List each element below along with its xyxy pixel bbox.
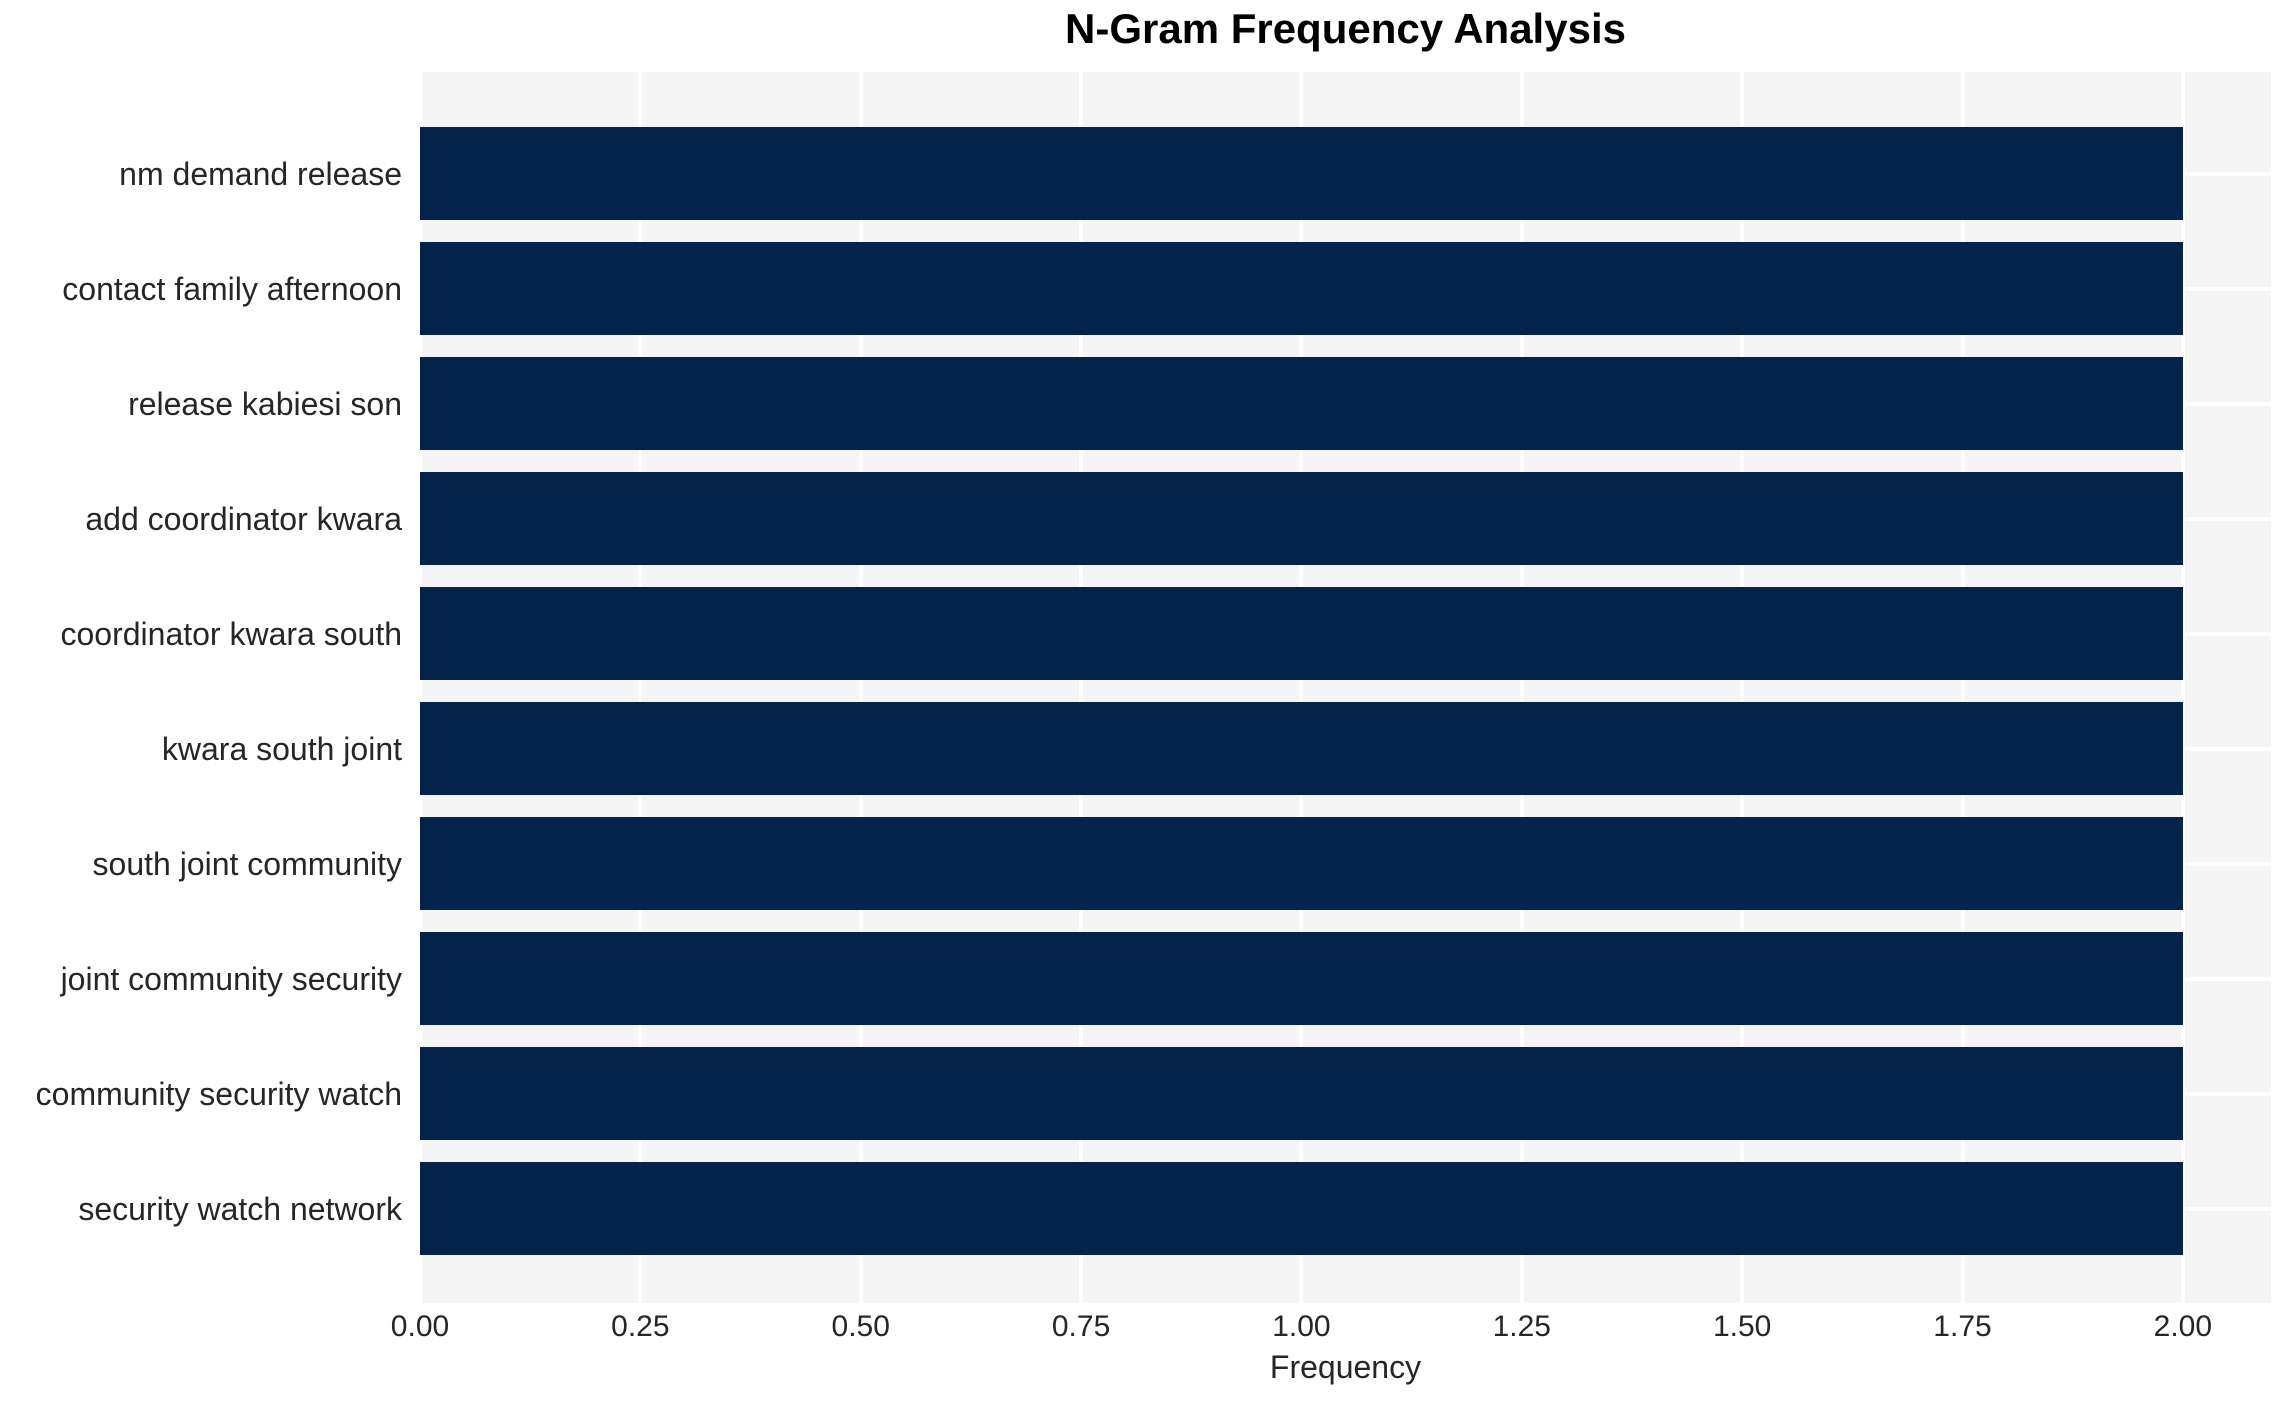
- y-tick-label: joint community security: [60, 960, 402, 997]
- y-tick-label: release kabiesi son: [128, 385, 402, 422]
- y-tick-label: south joint community: [92, 845, 402, 882]
- x-axis-title: Frequency: [1269, 1349, 1422, 1385]
- gridline-vertical: [1740, 72, 1745, 1303]
- x-tick-label: 1.75: [1933, 1310, 1992, 1343]
- y-tick-label: community security watch: [35, 1075, 402, 1112]
- x-tick-label: 0.00: [390, 1310, 450, 1343]
- bar: [420, 702, 2183, 795]
- chart-title: N-Gram Frequency Analysis: [1065, 5, 1626, 52]
- x-tick-label: 1.00: [1272, 1310, 1331, 1343]
- y-tick-label: add coordinator kwara: [85, 500, 402, 537]
- bar: [420, 242, 2183, 335]
- x-tick-label: 1.50: [1712, 1310, 1772, 1343]
- gridline-vertical: [1960, 72, 1965, 1303]
- x-tick-label: 0.25: [611, 1310, 670, 1343]
- bar: [420, 817, 2183, 910]
- gridline-vertical: [1299, 72, 1304, 1303]
- y-tick-label: nm demand release: [119, 155, 402, 192]
- gridline-vertical: [858, 72, 863, 1303]
- x-tick-label: 2.00: [2153, 1310, 2213, 1343]
- x-tick-label: 0.75: [1051, 1310, 1111, 1343]
- bar: [420, 127, 2183, 220]
- bar: [420, 932, 2183, 1025]
- x-tick-label: 0.50: [831, 1310, 890, 1343]
- x-tick-label: 1.25: [1492, 1310, 1551, 1343]
- y-tick-label: contact family afternoon: [62, 270, 402, 307]
- gridline-vertical: [420, 72, 422, 1303]
- gridline-vertical: [638, 72, 643, 1303]
- y-axis-labels: nm demand release contact family afternoo…: [0, 0, 402, 1402]
- y-tick-label: security watch network: [78, 1190, 402, 1227]
- bar: [420, 587, 2183, 680]
- gridline-vertical: [1519, 72, 1524, 1303]
- bar: [420, 1047, 2183, 1140]
- gridline-vertical: [2180, 72, 2185, 1303]
- bar: [420, 1162, 2183, 1255]
- y-tick-label: kwara south joint: [161, 730, 402, 767]
- bar: [420, 472, 2183, 565]
- plot-area: [420, 72, 2271, 1303]
- bar: [420, 357, 2183, 450]
- y-tick-label: coordinator kwara south: [60, 615, 402, 652]
- x-axis-ticks: 0.00 0.25 0.50 0.75 1.00 1.25 1.50 1.75 2.00: [0, 1310, 2291, 1350]
- gridline-vertical: [1079, 72, 1084, 1303]
